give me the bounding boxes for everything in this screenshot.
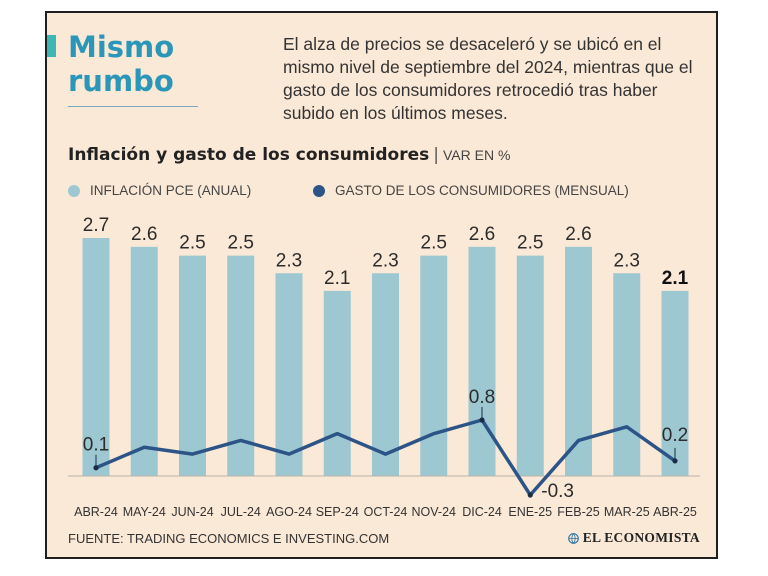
x-tick-label-oct-24: OCT-24 bbox=[364, 505, 408, 519]
bar-value-label-ene-25: 2.5 bbox=[517, 233, 543, 254]
chart-legend: INFLACIÓN PCE (ANUAL) GASTO DE LOS CONSU… bbox=[68, 183, 708, 205]
bar-value-label-feb-25: 2.6 bbox=[565, 224, 591, 245]
bar-mar-25 bbox=[613, 273, 641, 476]
bar-value-label-mar-25: 2.3 bbox=[614, 250, 640, 271]
line-value-label-ene-25: -0.3 bbox=[541, 481, 574, 502]
globe-icon bbox=[567, 532, 579, 544]
x-tick-label-abr-25: ABR-25 bbox=[653, 505, 697, 519]
headline-line-1: Mismo bbox=[68, 30, 175, 64]
chart-title-main: Inflación y gasto de los consumidores bbox=[68, 145, 430, 165]
bar-abr-24 bbox=[82, 238, 110, 476]
line-value-label-dic-24: 0.8 bbox=[469, 387, 495, 408]
spending-line bbox=[94, 418, 677, 497]
bar-value-label-dic-24: 2.6 bbox=[469, 224, 495, 245]
bar-value-label-sep-24: 2.1 bbox=[324, 268, 350, 289]
x-tick-label-may-24: MAY-24 bbox=[123, 505, 166, 519]
title-separator: | bbox=[433, 145, 439, 165]
line-value-label-abr-25: 0.2 bbox=[662, 425, 688, 446]
bar-value-label-may-24: 2.6 bbox=[131, 224, 157, 245]
line-value-label-abr-24: 0.1 bbox=[83, 435, 109, 456]
bar-may-24 bbox=[130, 246, 158, 476]
brand-name: EL ECONOMISTA bbox=[582, 530, 700, 545]
bar-value-label-abr-24: 2.7 bbox=[83, 215, 109, 236]
line-point-ene-25 bbox=[527, 492, 533, 498]
headline: Mismo rumbo bbox=[68, 30, 174, 98]
bar-value-label-ago-24: 2.3 bbox=[276, 250, 302, 271]
headline-underline bbox=[68, 106, 198, 107]
x-tick-label-abr-24: ABR-24 bbox=[74, 505, 118, 519]
bar-ago-24 bbox=[275, 273, 303, 476]
x-tick-label-ene-25: ENE-25 bbox=[508, 505, 552, 519]
x-tick-label-jun-24: JUN-24 bbox=[171, 505, 213, 519]
brand-logo: EL ECONOMISTA bbox=[567, 530, 700, 546]
x-tick-label-ago-24: AGO-24 bbox=[266, 505, 312, 519]
x-tick-label-jul-24: JUL-24 bbox=[221, 505, 261, 519]
x-tick-label-mar-25: MAR-25 bbox=[604, 505, 650, 519]
headline-line-2: rumbo bbox=[68, 64, 174, 98]
bar-abr-25 bbox=[661, 290, 689, 476]
bar-value-label-jun-24: 2.5 bbox=[179, 233, 205, 254]
legend-dot-spending-icon bbox=[313, 184, 325, 197]
chart-unit: VAR EN % bbox=[442, 147, 511, 163]
bar-sep-24 bbox=[323, 290, 351, 476]
bar-oct-24 bbox=[372, 273, 399, 476]
description-text: El alza de precios se desaceleró y se ub… bbox=[283, 34, 693, 123]
x-tick-label-feb-25: FEB-25 bbox=[557, 505, 599, 519]
bar-value-label-jul-24: 2.5 bbox=[228, 233, 254, 254]
bar-dic-24 bbox=[468, 246, 496, 476]
bar-ene-25 bbox=[516, 255, 544, 476]
chart-title: Inflación y gasto de los consumidores | VA… bbox=[68, 145, 510, 165]
bar-value-label-abr-25: 2.1 bbox=[662, 268, 689, 289]
legend-dot-inflation-icon bbox=[68, 184, 80, 197]
bar-jun-24 bbox=[179, 255, 206, 476]
legend-item-inflation: INFLACIÓN PCE (ANUAL) bbox=[68, 183, 251, 198]
legend-label-inflation: INFLACIÓN PCE (ANUAL) bbox=[90, 183, 252, 198]
headline-accent-bar bbox=[47, 35, 56, 57]
x-tick-label-nov-24: NOV-24 bbox=[412, 505, 457, 519]
bar-nov-24 bbox=[420, 255, 448, 476]
bar-value-label-nov-24: 2.5 bbox=[421, 233, 447, 254]
legend-item-spending: GASTO DE LOS CONSUMIDORES (MENSUAL) bbox=[313, 183, 629, 198]
bar-value-label-oct-24: 2.3 bbox=[372, 250, 398, 271]
x-tick-label-sep-24: SEP-24 bbox=[316, 505, 359, 519]
source-note: FUENTE: TRADING ECONOMICS E INVESTING.CO… bbox=[68, 531, 390, 546]
legend-label-spending: GASTO DE LOS CONSUMIDORES (MENSUAL) bbox=[335, 183, 629, 198]
x-tick-label-dic-24: DIC-24 bbox=[462, 505, 502, 519]
